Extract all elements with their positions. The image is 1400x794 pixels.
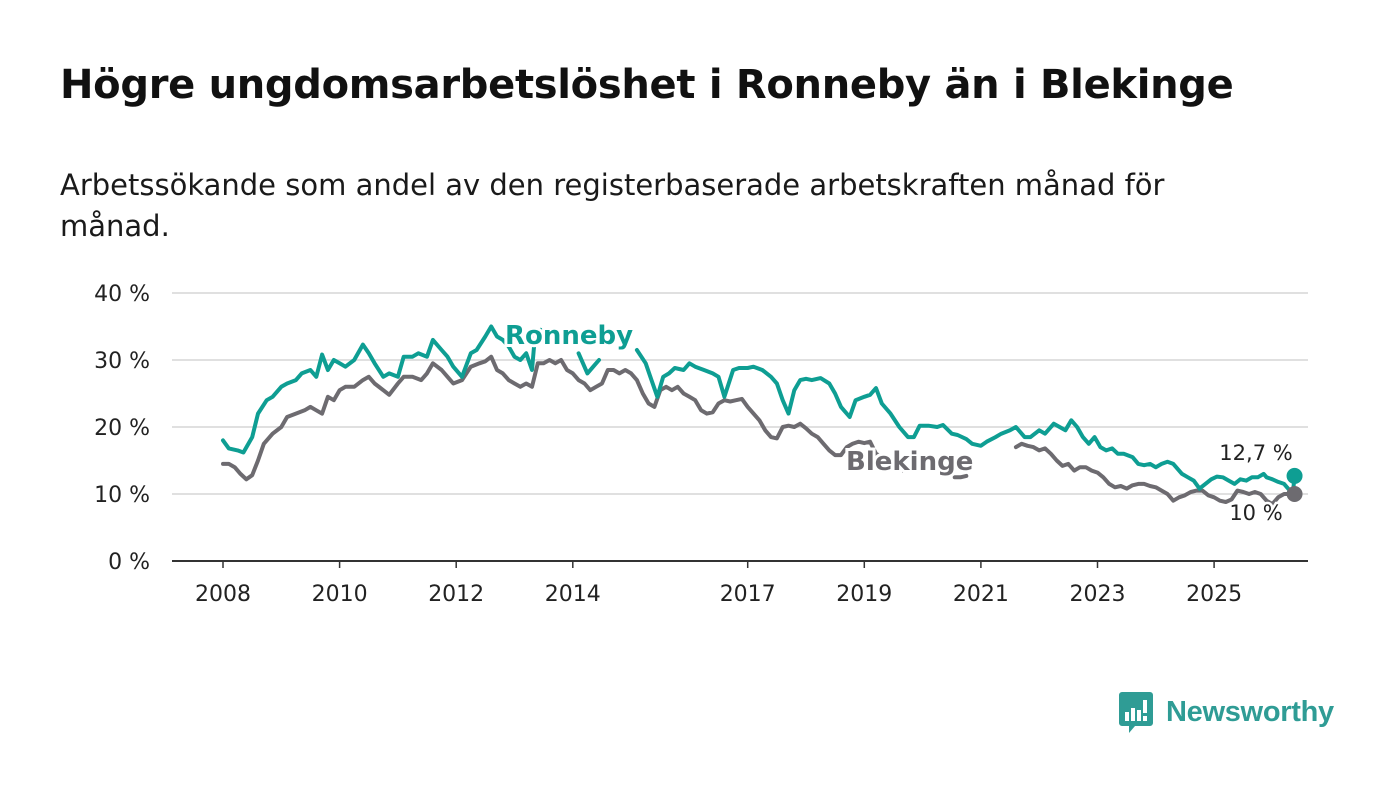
end-label-ronneby: 12,7 %: [1219, 441, 1292, 465]
chart-subtitle: Arbetssökande som andel av den registerb…: [60, 168, 1165, 243]
y-tick-label: 0 %: [108, 550, 150, 575]
line-chart: 0 % 10 % 20 % 30 % 40 % 2008 2010 2012 2014 2017…: [94, 282, 1308, 607]
series-line-ronneby: [221, 324, 1297, 496]
brand-logo: Newsworthy: [1118, 690, 1334, 734]
series-label-ronneby: Ronneby: [505, 321, 633, 351]
x-tick-label: 2023: [1070, 582, 1126, 607]
x-tick-label: 2012: [428, 582, 484, 607]
series-line-blekinge: [221, 354, 1297, 507]
x-tick-label: 2021: [953, 582, 1009, 607]
x-tick-label: 2017: [720, 582, 776, 607]
series-lines: [221, 324, 1303, 507]
x-tick-label: 2019: [836, 582, 892, 607]
x-tick-label: 2014: [545, 582, 601, 607]
series-labels: Ronneby Blekinge 12,7 % 10 %: [502, 318, 1295, 528]
series-label-blekinge: Blekinge: [846, 447, 973, 477]
bar-chart-speech-bubble-icon: [1119, 692, 1153, 733]
end-marker-ronneby: [1286, 467, 1303, 484]
x-tick-label: 2010: [312, 582, 368, 607]
x-tick-label: 2008: [195, 582, 251, 607]
x-tick-label: 2025: [1186, 582, 1242, 607]
x-axis: 2008 2010 2012 2014 2017 2019 2021 2023 2025: [195, 561, 1242, 607]
y-tick-label: 20 %: [94, 416, 150, 441]
end-marker-blekinge: [1286, 486, 1303, 502]
brand-name: Newsworthy: [1166, 695, 1334, 728]
gridlines: [172, 292, 1308, 562]
end-label-blekinge: 10 %: [1229, 501, 1282, 525]
y-axis: 0 % 10 % 20 % 30 % 40 %: [94, 282, 150, 575]
page-title: Högre ungdomsarbetslöshet i Ronneby än i…: [60, 62, 1234, 108]
y-tick-label: 30 %: [94, 349, 150, 374]
y-tick-label: 40 %: [94, 282, 150, 307]
y-tick-label: 10 %: [94, 483, 150, 508]
